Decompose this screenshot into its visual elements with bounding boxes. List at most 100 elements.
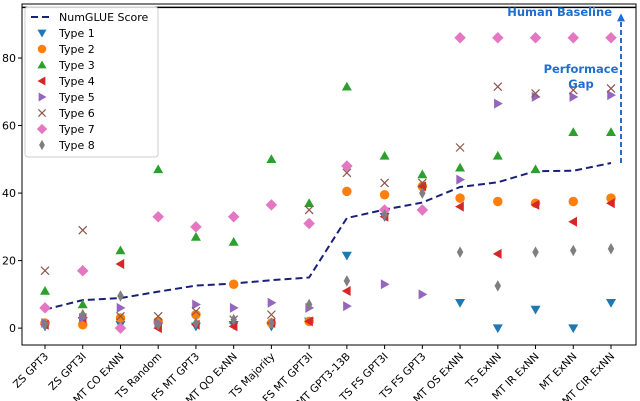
type-7-point [567,32,580,44]
type-3-point [606,127,616,137]
type-4-point [568,216,578,227]
type-5-point [192,299,201,310]
type-3-point [379,150,390,160]
type-8-point [154,318,162,331]
type-1-point [568,324,579,334]
type-7-point [454,32,466,44]
type-6-point [531,89,540,98]
type-4-point [455,201,464,212]
y-tick-label: 80 [2,52,16,65]
type-1-point [492,324,503,334]
type-7-point [341,160,353,172]
performance-gap-label: Gap [568,77,593,91]
type-8-point [268,317,275,329]
type-7-point [529,32,542,44]
type-8-point [456,246,464,258]
human-baseline-label: Human Baseline [507,5,612,19]
type-7-point [303,217,315,230]
axes-frame [21,3,637,346]
type-4-point [341,285,351,296]
type-8-point [607,243,615,255]
type-2-point [379,190,390,200]
type-3-point [77,299,88,309]
type-3-point [266,154,277,164]
type-3-point [228,237,239,246]
type-4-point [228,321,238,332]
legend-type-8-label: Type 8 [58,139,95,152]
type-8-point [494,280,502,292]
legend-type-1-swatch [37,29,47,38]
y-tick-label: 20 [2,255,16,268]
type-3-point [153,164,164,174]
type-3-point [568,127,579,137]
numglue-score-line [44,162,612,311]
y-tick-label: 60 [2,120,16,133]
type-5-point [569,91,579,102]
type-3-point [40,285,50,295]
type-2-point [568,196,579,207]
legend-type-5-label: Type 5 [58,91,95,104]
type-2-point [455,193,465,203]
type-3-point [115,245,126,255]
y-axis-ticks: 0 20 40 60 80 [2,52,22,335]
legend: NumGLUE Score Type 1 Type 2 Type 3 Type 4 Typ… [24,6,159,158]
type-6-point [304,205,314,215]
type-4-point [492,248,502,259]
type-6-point [493,82,503,92]
data-points [39,32,617,334]
legend-type-1-label: Type 1 [58,27,95,40]
y-tick-label: 0 [9,322,16,335]
legend-type-3-label: Type 3 [58,59,95,72]
performance-gap-label: Performace [544,62,619,76]
type-8-point [305,298,313,311]
legend-type-4-swatch [37,76,46,86]
type-7-point [416,204,429,216]
type-5-point [116,302,126,313]
type-2-point [191,309,201,320]
type-5-point [229,302,239,313]
legend-type-4-label: Type 4 [58,75,95,88]
type-1-point [341,251,352,261]
type-1-point [530,305,541,315]
type-3-point [417,169,428,179]
type-7-point [265,199,278,211]
type-8-point [381,209,388,221]
type-8-point [41,318,49,331]
type-6-point [116,311,125,321]
numglue-score-line-group [44,162,612,311]
type-4-point [530,199,540,210]
legend-type-2-swatch [37,44,47,54]
type-2-point [228,279,239,289]
type-6-point [153,311,163,321]
type-5-point [418,289,428,300]
plot-frame [21,3,637,346]
type-5-point [267,297,277,308]
legend-type-2-label: Type 2 [58,43,95,56]
type-6-point [191,306,201,316]
type-8-point [343,275,351,287]
x-tick-label: ZS GPT3 [11,351,51,391]
type-3-point [341,81,352,91]
legend-numglue-score-label: NumGLUE Score [59,11,149,24]
type-6-point [606,83,616,93]
type-5-point [607,90,616,101]
type-3-point [190,231,201,241]
type-7-point [76,264,89,277]
type-2-point [493,196,503,207]
type-5-point [494,98,503,109]
type-7-point [39,302,51,314]
type-6-point [417,178,427,188]
type-8-point [532,246,539,258]
type-2-point [115,313,126,323]
type-6-point [380,178,390,188]
type-4-point [304,316,313,327]
type-8-point [570,244,577,257]
type-1-point [606,299,616,308]
legend-type-7-swatch [36,123,48,135]
type-2-point [77,319,88,330]
legend-type-7-label: Type 7 [58,123,95,136]
type-7-point [492,32,504,44]
type-4-point [115,258,125,269]
type-5-point [380,279,390,290]
